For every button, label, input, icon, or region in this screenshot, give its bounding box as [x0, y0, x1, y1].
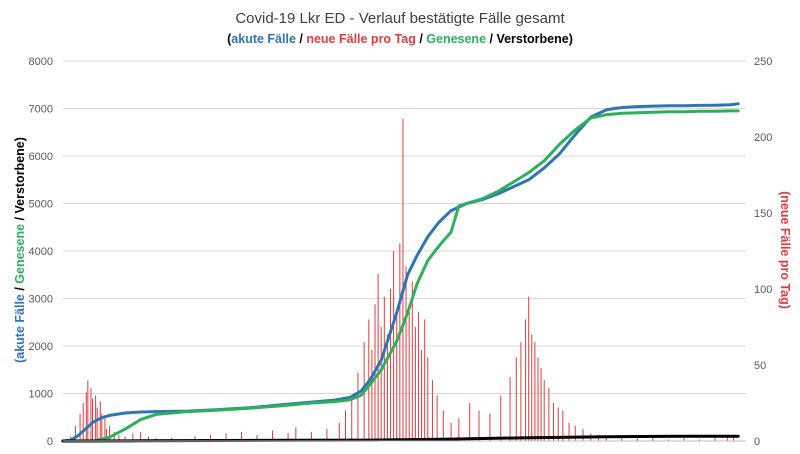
y-axis-right-ticks: 0 50 100 150 200 250: [754, 56, 772, 448]
y-axis-left-label: (akute Fälle / Genesene / Verstorbene): [13, 137, 27, 363]
y-tick-label: 6000: [29, 151, 53, 163]
subtitle-part-3: neue Fälle pro Tag: [306, 32, 416, 46]
ylabel-part-1: /: [13, 284, 27, 294]
subtitle-part-5: Genesene: [426, 32, 486, 46]
y-axis-right-label: (neue Fälle pro Tag): [778, 191, 792, 309]
y2-tick-label: 200: [754, 132, 772, 144]
y-tick-label: 1000: [29, 389, 53, 401]
ylabel-part-3: / Verstorbene): [13, 137, 27, 224]
subtitle-part-6: / Verstorbene): [486, 32, 573, 46]
gridlines: [63, 60, 746, 394]
y2-tick-label: 100: [754, 284, 772, 296]
y2-tick-label: 50: [754, 360, 766, 372]
y2-tick-label: 150: [754, 208, 772, 220]
ylabel-part-2: Genesene: [13, 224, 27, 284]
chart-title: Covid-19 Lkr ED - Verlauf bestätigte Fäl…: [235, 10, 565, 27]
y-axis-left-ticks: 0 1000 2000 3000 4000 5000 6000 7000 8000: [29, 56, 53, 448]
y-tick-label: 4000: [29, 246, 53, 258]
ylabel-part-0: (akute Fälle: [13, 294, 27, 363]
subtitle-part-0: (: [227, 32, 232, 46]
y-tick-label: 8000: [29, 56, 53, 68]
subtitle-part-4: /: [416, 32, 426, 46]
y-tick-label: 2000: [29, 341, 53, 353]
y-tick-label: 5000: [29, 199, 53, 211]
y-tick-label: 0: [47, 436, 53, 448]
y-tick-label: 7000: [29, 104, 53, 116]
y2-tick-label: 0: [754, 436, 760, 448]
chart-subtitle: (akute Fälle / neue Fälle pro Tag / Gene…: [227, 32, 573, 46]
y-tick-label: 3000: [29, 294, 53, 306]
y2-tick-label: 250: [754, 56, 772, 68]
subtitle-part-1: akute Fälle: [231, 32, 296, 46]
series-line-1: [61, 109, 740, 443]
series-line-0: [61, 102, 740, 443]
subtitle-part-2: /: [296, 32, 306, 46]
